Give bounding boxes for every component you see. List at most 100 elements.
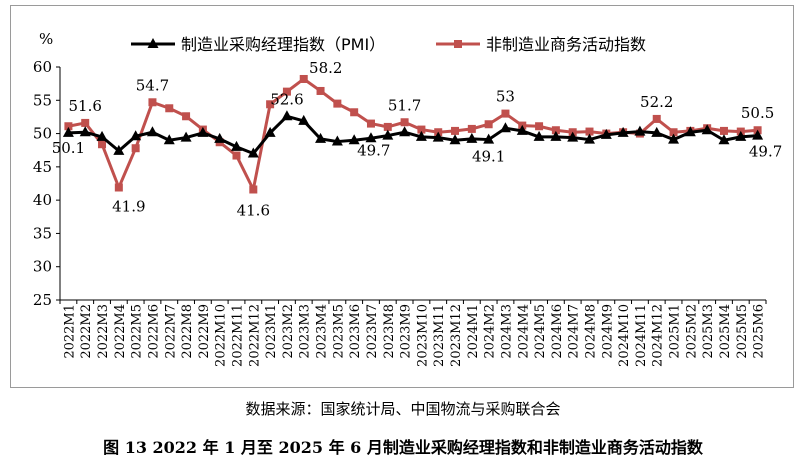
pmi-marker — [651, 126, 663, 137]
non-mfg-marker — [400, 118, 409, 127]
x-tick-label: 2024M7 — [567, 304, 582, 359]
pmi-marker — [701, 124, 713, 135]
pmi-marker — [281, 110, 293, 121]
x-tick-label: 2023M1 — [264, 304, 279, 359]
pmi-marker — [247, 147, 259, 158]
non-mfg-marker — [98, 140, 107, 149]
non-mfg-data-label: 53 — [496, 88, 515, 106]
non-mfg-data-label: 58.2 — [309, 59, 342, 77]
x-tick-label: 2022M11 — [231, 304, 246, 367]
x-tick-label: 2023M9 — [399, 304, 414, 359]
pmi-marker — [600, 128, 612, 139]
x-tick-label: 2023M5 — [331, 304, 346, 359]
x-tick-label: 2022M3 — [96, 304, 111, 359]
pmi-data-label: 52.6 — [270, 90, 303, 108]
non-mfg-marker — [81, 118, 90, 127]
x-tick-label: 2022M4 — [113, 304, 128, 359]
source-note: 数据来源：国家统计局、中国物流与采购联合会 — [245, 400, 561, 418]
x-tick-label: 2023M6 — [348, 304, 363, 359]
non-mfg-data-label: 41.9 — [112, 197, 145, 215]
non-mfg-marker — [417, 125, 426, 134]
x-tick-label: 2023M10 — [415, 304, 430, 367]
x-tick-label: 2024M8 — [584, 304, 599, 359]
pmi-marker — [752, 129, 764, 140]
pmi-data-label: 49.1 — [472, 148, 505, 166]
pmi-marker — [449, 134, 461, 145]
x-tick-label: 2025M6 — [752, 304, 767, 359]
x-tick-label: 2024M9 — [600, 304, 615, 359]
x-tick-label: 2022M12 — [247, 304, 262, 367]
x-tick-label: 2022M10 — [214, 304, 229, 367]
pmi-marker — [634, 125, 646, 136]
non-mfg-marker — [282, 87, 291, 96]
y-tick-label: 55 — [33, 91, 52, 109]
non-mfg-marker — [266, 100, 275, 109]
pmi-marker — [298, 114, 310, 125]
non-mfg-marker — [114, 183, 123, 192]
pmi-marker — [79, 126, 91, 137]
non-mfg-marker — [316, 86, 325, 95]
x-tick-label: 2024M11 — [634, 304, 649, 367]
figure-caption: 图 13 2022 年 1 月至 2025 年 6 月制造业采购经理指数和非制造… — [103, 438, 703, 457]
pmi-marker — [214, 132, 226, 143]
x-tick-label: 2022M9 — [197, 304, 212, 359]
pmi-marker — [718, 134, 730, 145]
pmi-marker — [483, 133, 495, 144]
x-tick-label: 2024M4 — [516, 304, 531, 359]
non-mfg-marker — [333, 99, 342, 108]
pmi-marker — [735, 130, 747, 141]
pmi-marker — [130, 130, 142, 141]
non-mfg-data-label: 50.5 — [741, 104, 774, 122]
x-tick-label: 2023M11 — [432, 304, 447, 367]
y-tick-label: 40 — [33, 191, 52, 209]
non-mfg-data-label: 51.7 — [388, 96, 421, 114]
x-tick-label: 2024M5 — [533, 304, 548, 359]
x-tick-label: 2024M6 — [550, 304, 565, 359]
pmi-marker — [550, 130, 562, 141]
x-tick-label: 2023M4 — [315, 304, 330, 359]
x-tick-label: 2022M6 — [146, 304, 161, 359]
pmi-marker — [96, 130, 108, 141]
y-unit-label: % — [39, 30, 53, 48]
non-mfg-data-label: 54.7 — [136, 76, 169, 94]
x-tick-label: 2025M4 — [718, 304, 733, 359]
non-mfg-marker — [131, 144, 140, 153]
pmi-marker — [668, 133, 680, 144]
pmi-marker — [348, 134, 360, 145]
y-tick-label: 60 — [33, 58, 52, 76]
x-tick-label: 2023M8 — [382, 304, 397, 359]
non-mfg-marker — [350, 108, 359, 117]
non-mfg-marker — [383, 122, 392, 131]
pmi-marker — [382, 129, 394, 140]
non-mfg-marker — [249, 185, 258, 194]
pmi-data-label: 49.7 — [357, 142, 390, 160]
non-mfg-data-label: 41.6 — [237, 201, 270, 219]
x-tick-label: 2022M5 — [130, 304, 145, 359]
pmi-data-label: 50.1 — [52, 139, 85, 157]
non-mfg-data-label: 51.6 — [69, 97, 102, 115]
x-tick-label: 2022M7 — [163, 304, 178, 359]
non-mfg-marker — [182, 112, 191, 121]
y-tick-label: 50 — [33, 125, 52, 143]
legend-item-pmi-label: 制造业采购经理指数（PMI） — [181, 35, 385, 54]
pmi-marker — [415, 130, 427, 141]
pmi-marker — [180, 131, 192, 142]
x-tick-label: 2023M7 — [365, 304, 380, 359]
non-mfg-marker — [232, 151, 241, 160]
chart-frame: 25 30 35 40 45 50 55 60% 2022M1 2022M2 2022M3 2022M… — [10, 5, 794, 388]
non-mfg-marker — [585, 127, 594, 136]
pmi-marker — [399, 126, 411, 137]
pmi-marker — [617, 126, 629, 137]
pmi-marker — [499, 122, 511, 133]
x-tick-label: 2025M5 — [735, 304, 750, 359]
x-tick-label: 2023M2 — [281, 304, 296, 359]
non-mfg-marker — [366, 119, 375, 128]
non-mfg-marker — [652, 114, 661, 123]
x-tick-label: 2023M3 — [298, 304, 313, 359]
y-tick-label: 30 — [33, 258, 52, 276]
non-mfg-marker — [669, 128, 678, 137]
y-tick-label: 35 — [33, 224, 52, 242]
pmi-marker — [567, 131, 579, 142]
x-tick-label: 2025M2 — [684, 304, 699, 359]
non-mfg-marker — [148, 98, 157, 107]
